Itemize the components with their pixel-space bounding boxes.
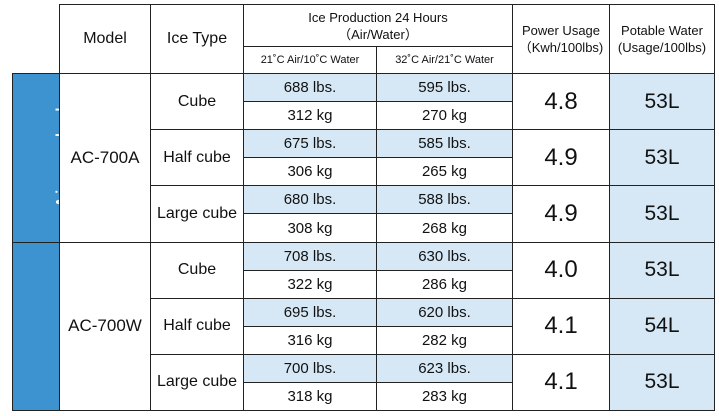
ice-type-cell: Large cube <box>150 353 244 412</box>
header-potable-water-line1: Potable Water <box>621 23 703 39</box>
model-name: AC-700A <box>59 73 151 243</box>
header-power-usage-line1: Power Usage <box>521 23 601 39</box>
power-usage-value: 4.0 <box>512 241 610 299</box>
production-kg-cond1: 306 kg <box>243 157 377 187</box>
production-kg-cond2: 282 kg <box>376 325 513 355</box>
table-row: 306 kg 265 kg <box>13 157 715 187</box>
production-kg-cond1: 322 kg <box>243 269 377 299</box>
production-lbs-cond2: 588 lbs. <box>376 185 513 215</box>
header-ice-production-line2: （Air/Water） <box>338 26 418 42</box>
cooling-type-label: Air cooled <box>12 73 60 243</box>
ice-type-cell: Cube <box>150 73 244 131</box>
production-lbs-cond1: 708 lbs. <box>243 241 377 271</box>
header-power-usage: Power Usage （Kwh/100lbs) <box>512 3 610 75</box>
production-lbs-cond1: 688 lbs. <box>243 73 377 103</box>
power-usage-value: 4.9 <box>512 129 610 187</box>
production-kg-cond2: 283 kg <box>376 381 513 412</box>
ice-type-cell: Half cube <box>150 297 244 355</box>
potable-water-value: 53L <box>609 73 715 131</box>
table-row: Half cube 695 lbs. 620 lbs. 4.1 54L <box>13 297 715 355</box>
potable-water-value: 53L <box>609 353 715 412</box>
production-lbs-cond1: 680 lbs. <box>243 185 377 215</box>
ice-type-cell: Half cube <box>150 129 244 187</box>
production-lbs-cond1: 700 lbs. <box>243 353 377 383</box>
production-lbs-cond2: 595 lbs. <box>376 73 513 103</box>
header-ice-production-line1: Ice Production 24 Hours <box>308 9 448 25</box>
production-kg-cond2: 270 kg <box>376 101 513 131</box>
production-lbs-cond2: 623 lbs. <box>376 353 513 383</box>
production-kg-cond1: 308 kg <box>243 213 377 243</box>
header-potable-water: Potable Water (Usage/100lbs) <box>609 3 715 75</box>
production-lbs-cond1: 695 lbs. <box>243 297 377 327</box>
header-condition-2: 32˚C Air/21˚C Water <box>376 46 513 75</box>
production-lbs-cond2: 585 lbs. <box>376 129 513 159</box>
power-usage-value: 4.9 <box>512 185 610 243</box>
production-lbs-cond2: 620 lbs. <box>376 297 513 327</box>
header-condition-1: 21˚C Air/10˚C Water <box>243 46 377 75</box>
table-row: 312 kg 270 kg <box>13 101 715 131</box>
production-kg-cond1: 316 kg <box>243 325 377 355</box>
production-kg-cond2: 268 kg <box>376 213 513 243</box>
header-model: Model <box>59 3 151 75</box>
corner-cell <box>12 4 60 75</box>
production-kg-cond2: 265 kg <box>376 157 513 187</box>
potable-water-value: 53L <box>609 185 715 243</box>
production-kg-cond1: 318 kg <box>243 381 377 412</box>
ice-type-cell: Cube <box>150 241 244 299</box>
potable-water-value: 54L <box>609 297 715 355</box>
ice-type-cell: Large cube <box>150 185 244 243</box>
header-power-usage-line2: （Kwh/100lbs) <box>518 40 604 56</box>
power-usage-value: 4.8 <box>512 73 610 131</box>
table-row: 308 kg 268 kg <box>13 213 715 243</box>
header-ice-type: Ice Type <box>150 3 244 75</box>
ice-machine-spec-table: Model Ice Type Ice Production 24 Hours （… <box>12 3 715 412</box>
potable-water-value: 53L <box>609 241 715 299</box>
potable-water-value: 53L <box>609 129 715 187</box>
table-row: Large cube 700 lbs. 623 lbs. 4.1 53L <box>13 353 715 412</box>
production-kg-cond1: 312 kg <box>243 101 377 131</box>
header-ice-production: Ice Production 24 Hours （Air/Water） <box>243 3 513 48</box>
production-lbs-cond1: 675 lbs. <box>243 129 377 159</box>
power-usage-value: 4.1 <box>512 353 610 412</box>
table-row: 316 kg 282 kg <box>13 325 715 355</box>
production-kg-cond2: 286 kg <box>376 269 513 299</box>
table-row: Large cube 680 lbs. 588 lbs. 4.9 53L <box>13 185 715 243</box>
power-usage-value: 4.1 <box>512 297 610 355</box>
header-potable-water-line2: (Usage/100lbs) <box>617 40 707 56</box>
production-lbs-cond2: 630 lbs. <box>376 241 513 271</box>
model-name: AC-700W <box>59 241 151 412</box>
cooling-type-label: Water cooled <box>12 241 60 412</box>
table-row: Air cooled AC-700A Cube 688 lbs. 595 lbs. 4.8… <box>12 73 715 243</box>
table-row: 318 kg 283 kg <box>13 381 715 412</box>
